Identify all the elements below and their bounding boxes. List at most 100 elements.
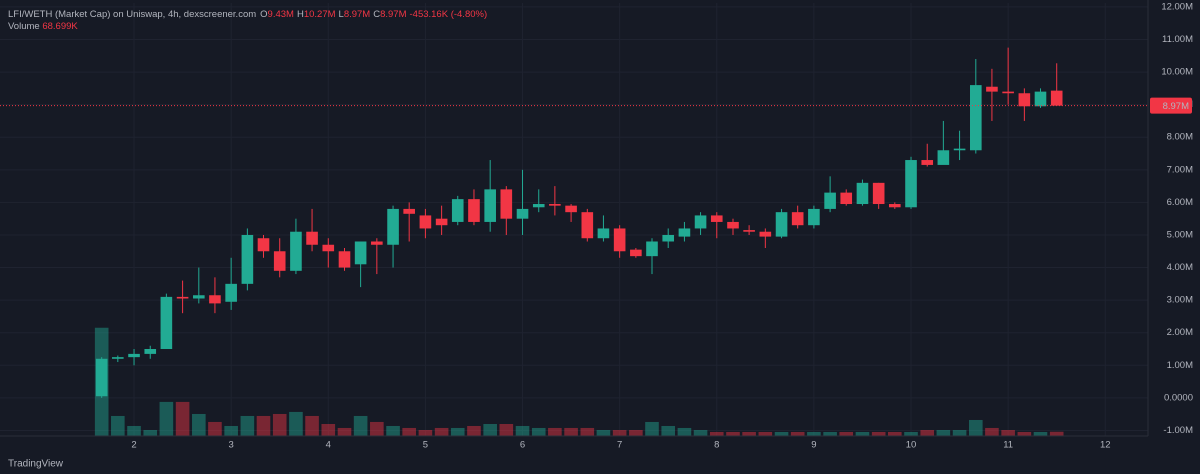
candle-body: [500, 189, 513, 219]
candle-body: [1002, 91, 1014, 94]
volume-bar: [1033, 431, 1048, 436]
volume-bar: [289, 411, 303, 436]
candle-body: [775, 212, 788, 237]
candle-body: [937, 150, 950, 165]
candle-body: [484, 189, 496, 222]
candle-body: [743, 230, 755, 232]
volume-bar: [499, 423, 514, 436]
candle-body: [710, 215, 723, 222]
y-tick-label: -1.00M: [1163, 425, 1193, 436]
candle-body: [678, 228, 691, 237]
candle-body: [257, 238, 270, 252]
volume-bar: [904, 431, 918, 436]
axes: -1.00M 0.0000 1.00M 2.00M 3.00M 4.00M 5.00M 6.0…: [0, 1, 1193, 451]
candle-body: [808, 208, 820, 226]
candle-body: [630, 249, 642, 257]
candle-body: [791, 212, 804, 226]
volume-bar: [531, 427, 546, 436]
candle-body: [144, 349, 157, 354]
volume-bar: [305, 415, 319, 436]
x-tick-label: 6: [520, 440, 525, 451]
volume-bar: [839, 431, 854, 436]
legend-value: 9.43M: [268, 9, 294, 20]
candle-body: [209, 295, 221, 304]
legend-value: 10.27M: [304, 9, 336, 20]
legend-key: O: [260, 9, 267, 20]
volume-bar: [1001, 429, 1015, 436]
candle-body: [662, 234, 675, 242]
y-tick-label: 6.00M: [1167, 197, 1193, 208]
candle-body: [451, 199, 464, 222]
x-tick-label: 11: [1003, 440, 1013, 451]
candle-body: [565, 205, 577, 213]
volume-bar: [726, 431, 740, 436]
volume-header: Volume 68.699K: [8, 21, 78, 32]
volume-bar: [192, 413, 206, 436]
volume-bar: [580, 427, 595, 436]
volume-bar: [661, 425, 676, 436]
candle-body: [95, 358, 108, 397]
volume-bar: [807, 431, 821, 436]
candle-body: [338, 251, 351, 268]
candle-body: [532, 204, 545, 208]
candle-body: [387, 208, 399, 245]
candle-body: [225, 283, 237, 302]
volume-bar: [693, 429, 708, 436]
x-tick-label: 5: [423, 440, 428, 451]
candle-body: [160, 296, 173, 350]
candle-body: [953, 148, 966, 151]
x-tick-label: 7: [617, 440, 622, 451]
candle-body: [273, 251, 286, 271]
y-tick-label: 10.00M: [1161, 67, 1193, 78]
volume-bar: [548, 427, 562, 436]
volume-bar: [353, 415, 368, 436]
candle-body: [290, 231, 302, 271]
candle-body: [597, 228, 610, 239]
candle-body: [193, 295, 205, 299]
header: LFI/WETH (Market Cap) on Uniswap, 4h, de…: [8, 9, 487, 20]
volume-bar: [483, 423, 497, 436]
candle-body: [435, 218, 448, 226]
candle-body: [354, 241, 367, 265]
volume-value: 68.699K: [42, 21, 78, 32]
x-tick-label: 2: [131, 440, 136, 451]
last-price-tag: [1150, 97, 1192, 114]
volume-bar: [175, 401, 190, 436]
candle-body: [694, 215, 707, 229]
legend-key: H: [297, 9, 304, 20]
candle-body: [921, 160, 934, 165]
legend-value: 8.97M: [380, 9, 406, 20]
candle-body: [856, 182, 869, 205]
volume-bar: [709, 431, 724, 436]
volume-bar: [386, 425, 400, 436]
candle-body: [419, 215, 432, 229]
candle-body: [986, 86, 998, 92]
volume-bar: [402, 427, 416, 436]
candle-body: [468, 199, 480, 222]
candle-body: [613, 228, 626, 252]
volume-bar: [1017, 431, 1032, 436]
volume-layer: [94, 327, 1064, 436]
volume-bar: [952, 429, 967, 436]
candle-body: [176, 296, 189, 299]
footer-logo: TradingView: [8, 459, 64, 470]
volume-bar: [596, 429, 611, 436]
volume-bar: [564, 427, 578, 436]
y-tick-label: 4.00M: [1167, 262, 1193, 273]
candle-body: [905, 160, 917, 208]
volume-bar: [515, 425, 530, 436]
volume-bar: [159, 401, 174, 436]
x-tick-label: 10: [906, 440, 917, 451]
y-tick-label: 1.00M: [1167, 360, 1193, 371]
volume-bar: [677, 427, 692, 436]
volume-bar: [1049, 431, 1064, 436]
candle-body: [241, 234, 254, 284]
volume-bar: [612, 429, 627, 436]
y-tick-label: 11.00M: [1162, 34, 1193, 45]
volume-bar: [240, 415, 255, 436]
volume-bar: [337, 427, 352, 436]
volume-bar: [985, 427, 999, 436]
volume-bar: [143, 429, 158, 436]
volume-bar: [418, 429, 433, 436]
x-tick-label: 8: [714, 440, 719, 451]
